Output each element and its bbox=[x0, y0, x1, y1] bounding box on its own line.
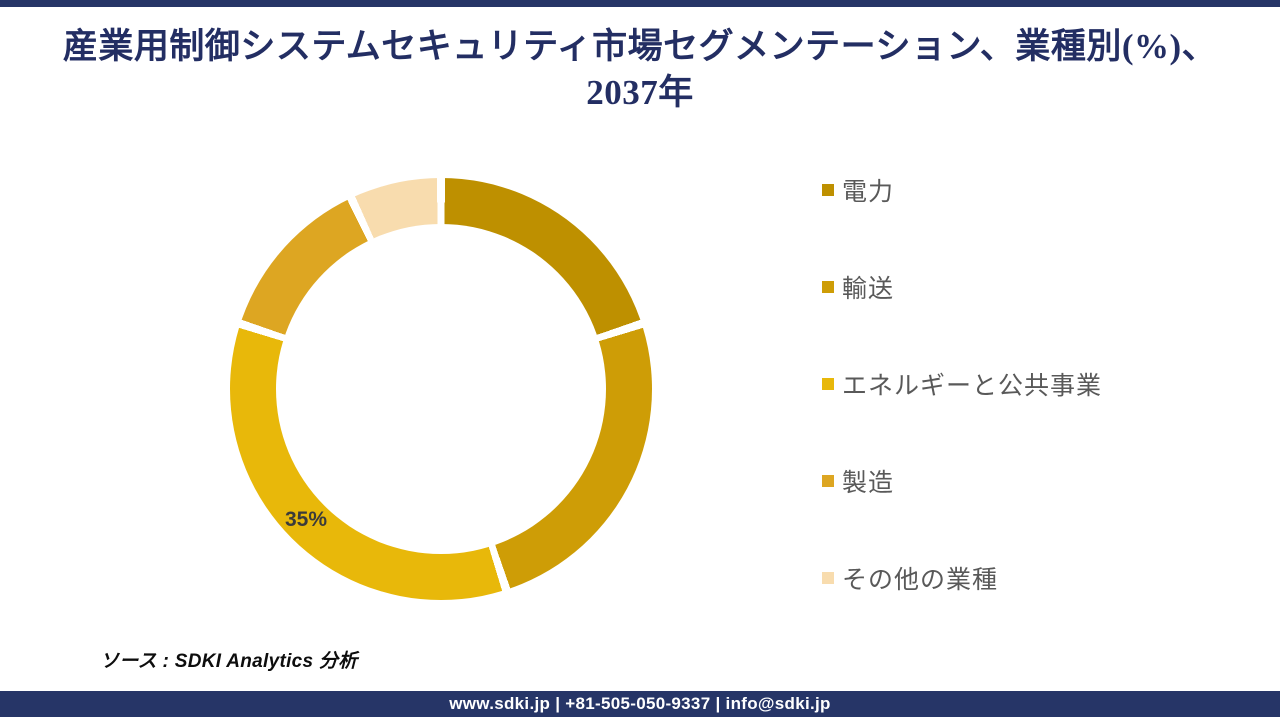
legend-swatch-icon bbox=[822, 475, 834, 487]
legend-item-label: その他の業種 bbox=[842, 566, 999, 594]
donut-ring bbox=[230, 178, 652, 600]
legend-item-label: エネルギーと公共事業 bbox=[842, 372, 1103, 400]
legend-item-2: エネルギーと公共事業 bbox=[822, 369, 1103, 400]
top-accent-bar bbox=[0, 0, 1280, 7]
legend-item-label: 電力 bbox=[842, 178, 895, 206]
slice-value-label: 35% bbox=[284, 508, 328, 531]
legend-item-4: その他の業種 bbox=[822, 563, 1102, 594]
chart-title-line1: 産業用制御システムセキュリティ市場セグメンテーション、業種別(%)、 bbox=[62, 27, 1218, 66]
chart-title-line2: 2037年 bbox=[586, 73, 694, 112]
footer-bar: www.sdki.jp | +81-505-050-9337 | info@sd… bbox=[0, 691, 1280, 717]
legend-swatch-icon bbox=[822, 378, 834, 390]
legend: 電力輸送エネルギーと公共事業 製造その他の業種 bbox=[822, 175, 1103, 594]
legend-swatch-icon bbox=[822, 572, 834, 584]
legend-item-0: 電力 bbox=[822, 175, 1102, 206]
source-note-text: ソース : SDKI Analytics 分析 bbox=[100, 651, 358, 672]
legend-item-1: 輸送 bbox=[822, 272, 1102, 303]
source-note: ソース : SDKI Analytics 分析 bbox=[100, 646, 358, 673]
chart-title: 産業用制御システムセキュリティ市場セグメンテーション、業種別(%)、 2037年 bbox=[0, 24, 1280, 116]
legend-item-3: 製造 bbox=[822, 466, 1102, 497]
legend-item-label: 製造 bbox=[842, 469, 895, 497]
legend-swatch-icon bbox=[822, 184, 834, 196]
legend-swatch-icon bbox=[822, 281, 834, 293]
legend-item-label: 輸送 bbox=[842, 275, 895, 303]
footer-contact-text: www.sdki.jp | +81-505-050-9337 | info@sd… bbox=[449, 694, 831, 713]
